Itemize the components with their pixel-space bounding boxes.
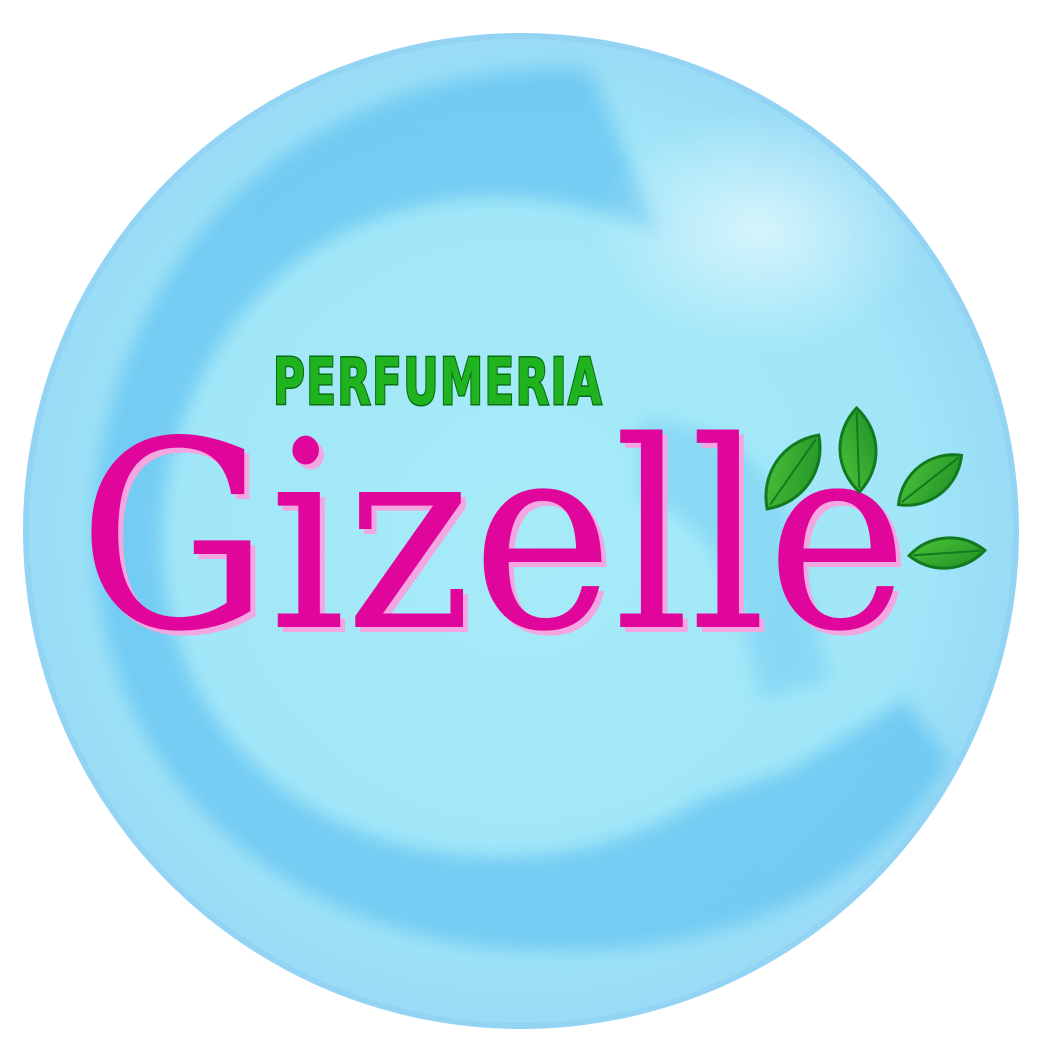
leaf-icon [838,405,878,495]
brand-name-text: Gizelle [78,395,908,655]
brand-name-shadow: Gizelle [83,395,913,655]
leaf-icon [906,536,988,570]
tagline-wordmark: PERFUMERIA [272,345,603,421]
green-leaves-icon [764,405,988,570]
tagline-text: PERFUMERIA [273,346,603,420]
leaf-icon [764,433,822,511]
letter-c-watermark-icon [94,68,951,952]
leaf-icon [896,453,964,507]
brand-wordmark: Gizelle Gizelle [78,395,913,655]
